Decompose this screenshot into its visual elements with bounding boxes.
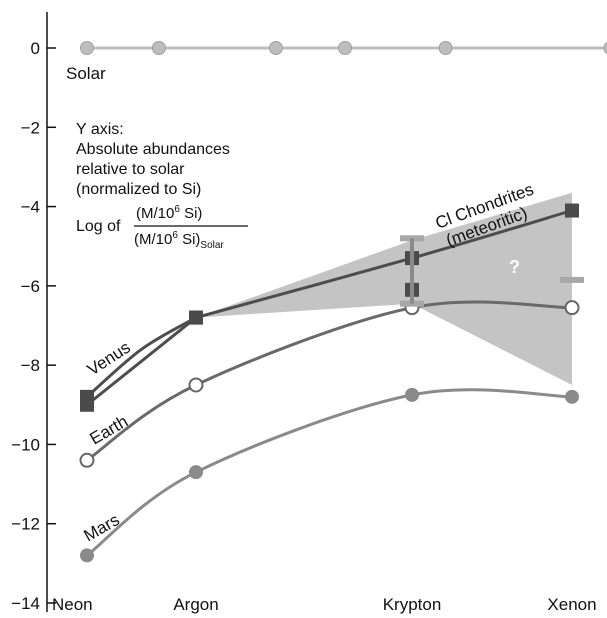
marker-layer <box>79 41 607 563</box>
y-axis: 0 −2 −4 −6 −8 −10 −12 −14 Neon Argon Krypton Xenon <box>11 12 597 614</box>
y-tick-label: −6 <box>21 277 40 296</box>
series-line-venus-b <box>86 316 197 399</box>
series-label-solar: Solar <box>66 64 106 83</box>
point-extra <box>560 276 584 283</box>
shaded-range <box>196 192 572 385</box>
series-label-mars: Mars <box>81 510 123 545</box>
annotation-line-3: relative to solar <box>76 161 185 178</box>
point-solar <box>151 41 166 55</box>
x-category-label: Neon <box>52 595 93 614</box>
point-chondrites <box>565 203 579 218</box>
point-extra <box>80 389 94 404</box>
point-earth <box>188 377 204 393</box>
point-earth <box>79 452 95 468</box>
x-category-label: Krypton <box>383 595 442 614</box>
point-solar <box>603 41 607 55</box>
point-mars <box>565 389 579 404</box>
x-category-label: Xenon <box>547 595 596 614</box>
question-mark: ? <box>509 257 520 277</box>
point-solar <box>80 41 94 55</box>
annotation-line-1: Y axis: <box>76 121 124 138</box>
annotation-frac-numerator: (M/106 Si) <box>136 204 202 222</box>
point-mars <box>405 387 419 402</box>
y-tick-label: 0 <box>31 39 40 58</box>
point-chondrites <box>189 310 203 325</box>
y-tick-label: −4 <box>21 198 40 217</box>
x-category-label: Argon <box>173 595 218 614</box>
y-axis-annotation: Y axis: Absolute abundances relative to … <box>76 121 248 251</box>
point-earth <box>564 300 580 316</box>
y-tick-label: −8 <box>21 356 40 375</box>
point-solar <box>338 41 353 55</box>
annotation-line-2: Absolute abundances <box>76 141 230 158</box>
series-line-earth <box>86 300 573 462</box>
y-tick-label: −14 <box>11 594 40 613</box>
series-line-mars <box>86 388 573 557</box>
point-solar <box>268 41 283 55</box>
annotation-log-prefix: Log of <box>76 218 121 235</box>
y-tick-label: −10 <box>11 435 40 454</box>
annotation-frac-denominator: (M/106 Si)Solar <box>134 230 224 251</box>
shade-layer <box>196 192 572 385</box>
point-mars <box>80 548 94 563</box>
series-line-venus <box>86 316 197 406</box>
point-solar <box>438 41 453 55</box>
annotation-line-4: (normalized to Si) <box>76 181 201 198</box>
point-mars <box>189 465 203 480</box>
y-tick-label: −2 <box>21 118 40 137</box>
y-tick-label: −12 <box>11 515 40 534</box>
